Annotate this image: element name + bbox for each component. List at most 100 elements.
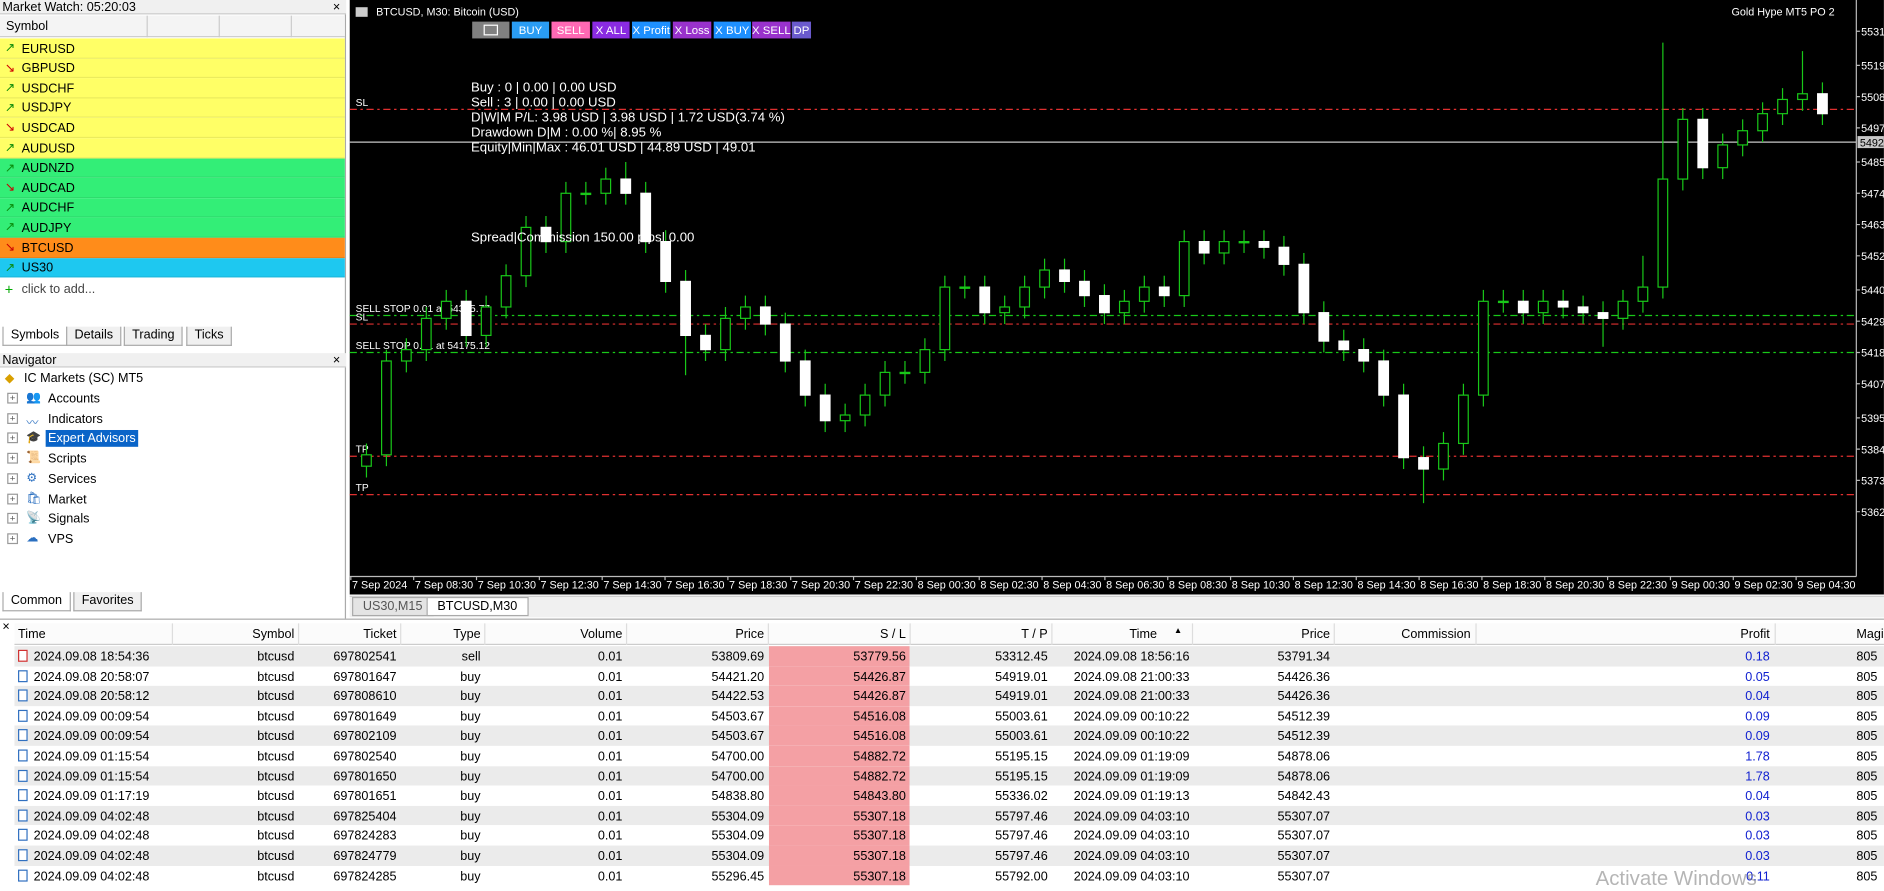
table-row[interactable] bbox=[14, 745, 1884, 766]
table-cell: 697802109 bbox=[333, 729, 397, 744]
symbol-row[interactable] bbox=[0, 237, 345, 258]
candle-body bbox=[700, 334, 711, 351]
candle-body bbox=[839, 414, 851, 422]
tree-item[interactable]: Signals bbox=[48, 511, 90, 527]
trend-icon: ↗ bbox=[4, 220, 16, 235]
table-cell: 54919.01 bbox=[995, 669, 1048, 685]
trade-button-label[interactable]: X Profit bbox=[633, 25, 671, 37]
tree-item[interactable]: Indicators bbox=[48, 411, 103, 427]
trade-button-label[interactable]: X ALL bbox=[596, 25, 626, 37]
table-cell: 2024.09.08 18:54:36 bbox=[33, 649, 150, 665]
chart-tab[interactable]: US30,M15 bbox=[352, 596, 434, 617]
table-cell: 697802541 bbox=[333, 649, 397, 665]
table-row[interactable] bbox=[14, 686, 1884, 706]
trade-button[interactable] bbox=[791, 21, 812, 39]
table-row[interactable] bbox=[14, 825, 1884, 846]
table-cell: 805 bbox=[1856, 869, 1878, 884]
tree-item[interactable]: VPS bbox=[48, 531, 74, 547]
table-row[interactable] bbox=[14, 646, 1884, 667]
trade-button[interactable] bbox=[592, 21, 630, 39]
y-tick-label: 5384 bbox=[1861, 444, 1884, 456]
symbol-row[interactable] bbox=[0, 158, 345, 178]
x-tick-label: 8 Sep 08:30 bbox=[1169, 580, 1227, 592]
table-row[interactable] bbox=[14, 666, 1884, 687]
symbol-row[interactable] bbox=[0, 78, 345, 99]
tab[interactable]: Trading bbox=[123, 326, 183, 346]
table-cell: 54516.08 bbox=[853, 709, 906, 725]
table-cell: 0.01 bbox=[597, 769, 623, 784]
trade-button-label[interactable]: X BUY bbox=[715, 25, 750, 37]
table-cell: 54843.80 bbox=[853, 789, 906, 804]
symbol-row[interactable] bbox=[0, 58, 345, 79]
trade-button[interactable] bbox=[752, 21, 791, 39]
table-row[interactable] bbox=[14, 805, 1884, 826]
tab[interactable]: Common bbox=[2, 592, 71, 612]
trade-button-label[interactable]: BUY bbox=[519, 25, 543, 37]
tree-item[interactable]: Expert Advisors bbox=[45, 430, 139, 448]
table-row[interactable] bbox=[14, 706, 1884, 726]
candle-body bbox=[1757, 113, 1769, 132]
table-cell: 54919.01 bbox=[995, 689, 1048, 705]
trend-icon: ↗ bbox=[4, 140, 16, 155]
symbol-row[interactable] bbox=[0, 118, 345, 139]
table-cell: 54700.00 bbox=[711, 769, 765, 784]
close-button[interactable]: × bbox=[332, 0, 341, 15]
close-button[interactable]: × bbox=[2, 619, 10, 635]
table-cell: 55797.46 bbox=[995, 849, 1048, 864]
trade-button[interactable] bbox=[631, 21, 671, 39]
table-row[interactable] bbox=[14, 845, 1884, 866]
candle-body bbox=[1477, 300, 1489, 396]
add-symbol[interactable]: click to add... bbox=[21, 282, 96, 297]
tab[interactable]: Favorites bbox=[73, 592, 143, 612]
table-cell: 2024.09.08 18:56:16 bbox=[1073, 649, 1190, 665]
trade-button[interactable] bbox=[713, 21, 751, 39]
tree-expander: + bbox=[7, 452, 19, 464]
candle-body bbox=[1218, 240, 1230, 254]
trade-button-label[interactable]: DP bbox=[793, 25, 809, 37]
tree-item[interactable]: Scripts bbox=[48, 451, 87, 467]
order-icon bbox=[18, 689, 28, 702]
symbol-row[interactable] bbox=[0, 138, 345, 159]
chart-tab[interactable]: BTCUSD,M30 bbox=[426, 596, 529, 617]
panel-title: Navigator bbox=[0, 353, 347, 368]
symbol-row[interactable] bbox=[0, 257, 345, 278]
symbol: AUDUSD bbox=[21, 141, 75, 156]
tree-item[interactable]: Accounts bbox=[48, 391, 100, 406]
symbol-row[interactable] bbox=[0, 177, 345, 198]
candle-body bbox=[1418, 457, 1429, 470]
trade-button-label[interactable]: SELL bbox=[557, 25, 585, 37]
trade-button-label[interactable]: X SELL bbox=[752, 25, 791, 37]
tree-item[interactable]: Market bbox=[48, 491, 87, 507]
candle-body bbox=[600, 178, 612, 194]
symbol-row[interactable] bbox=[0, 98, 345, 119]
tab[interactable]: Details bbox=[66, 326, 122, 346]
table-cell: 0.01 bbox=[597, 649, 623, 665]
table-row[interactable] bbox=[14, 725, 1884, 746]
close-button[interactable]: × bbox=[332, 353, 341, 368]
trade-button[interactable] bbox=[672, 21, 712, 39]
column-divider bbox=[484, 623, 486, 645]
candle-body bbox=[1138, 286, 1150, 302]
table-cell: btcusd bbox=[257, 689, 295, 705]
table-cell: 2024.09.09 04:03:10 bbox=[1073, 829, 1190, 844]
x-tick-label: 7 Sep 18:30 bbox=[729, 580, 787, 592]
trade-button[interactable] bbox=[511, 21, 550, 39]
table-cell: 0.03 bbox=[1745, 829, 1770, 844]
tab[interactable]: Symbols bbox=[2, 326, 68, 346]
symbol-row[interactable] bbox=[0, 217, 345, 238]
table-cell: 54503.67 bbox=[711, 709, 765, 725]
table-row[interactable] bbox=[14, 785, 1884, 806]
symbol-row[interactable] bbox=[0, 197, 345, 218]
table-row[interactable] bbox=[14, 765, 1884, 786]
trade-button-label[interactable]: X Loss bbox=[675, 25, 710, 37]
symbol-row[interactable] bbox=[0, 38, 345, 59]
x-tick-label: 8 Sep 16:30 bbox=[1420, 580, 1478, 592]
candle-body bbox=[879, 371, 891, 396]
tree-item[interactable]: Services bbox=[48, 471, 97, 487]
table-row[interactable] bbox=[14, 865, 1884, 886]
tab[interactable]: Ticks bbox=[186, 326, 233, 346]
column-divider bbox=[290, 15, 292, 38]
trade-button[interactable] bbox=[551, 21, 590, 39]
candle-body bbox=[380, 360, 392, 456]
tree-root[interactable]: IC Markets (SC) MT5 bbox=[24, 371, 144, 386]
